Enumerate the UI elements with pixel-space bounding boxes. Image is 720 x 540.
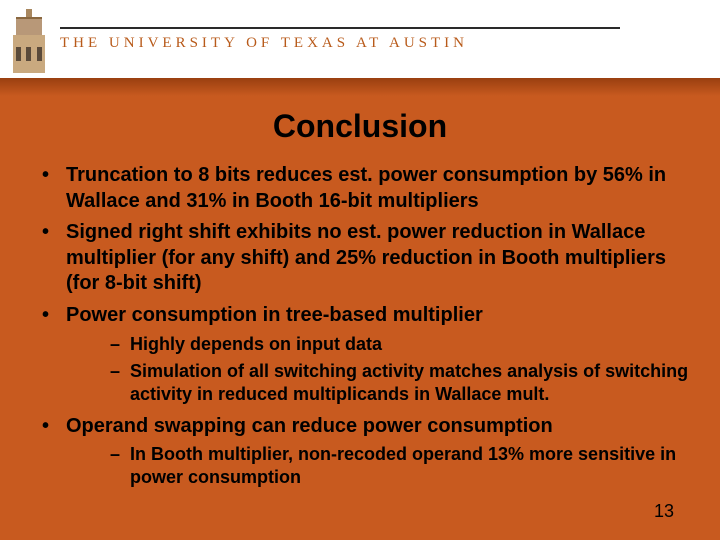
slide-title: Conclusion — [0, 108, 720, 145]
bullet-text: Signed right shift exhibits no est. powe… — [66, 221, 666, 294]
university-block: THE UNIVERSITY OF TEXAS AT AUSTIN — [60, 27, 720, 52]
header: THE UNIVERSITY OF TEXAS AT AUSTIN — [0, 0, 720, 78]
bullet-item: Signed right shift exhibits no est. powe… — [28, 220, 692, 297]
bullet-text: Operand swapping can reduce power consum… — [66, 415, 553, 437]
sub-bullet-text: Simulation of all switching activity mat… — [130, 361, 688, 404]
ut-tower-icon — [10, 5, 48, 73]
bullet-item: Operand swapping can reduce power consum… — [28, 414, 692, 490]
bullet-text: Truncation to 8 bits reduces est. power … — [66, 164, 666, 212]
sub-bullet-text: In Booth multiplier, non-recoded operand… — [130, 444, 676, 487]
sub-bullet-text: Highly depends on input data — [130, 334, 382, 354]
header-shadow — [0, 78, 720, 96]
sub-bullet-item: Highly depends on input data — [66, 333, 692, 356]
content: Truncation to 8 bits reduces est. power … — [0, 163, 720, 489]
page-number: 13 — [654, 501, 674, 522]
slide: THE UNIVERSITY OF TEXAS AT AUSTIN Conclu… — [0, 0, 720, 540]
bullet-text: Power consumption in tree-based multipli… — [66, 304, 483, 326]
bullet-item: Power consumption in tree-based multipli… — [28, 303, 692, 406]
university-name: THE UNIVERSITY OF TEXAS AT AUSTIN — [60, 35, 720, 52]
bullet-item: Truncation to 8 bits reduces est. power … — [28, 163, 692, 214]
sub-bullet-item: Simulation of all switching activity mat… — [66, 360, 692, 406]
sub-bullet-item: In Booth multiplier, non-recoded operand… — [66, 443, 692, 489]
header-rule — [60, 27, 620, 29]
